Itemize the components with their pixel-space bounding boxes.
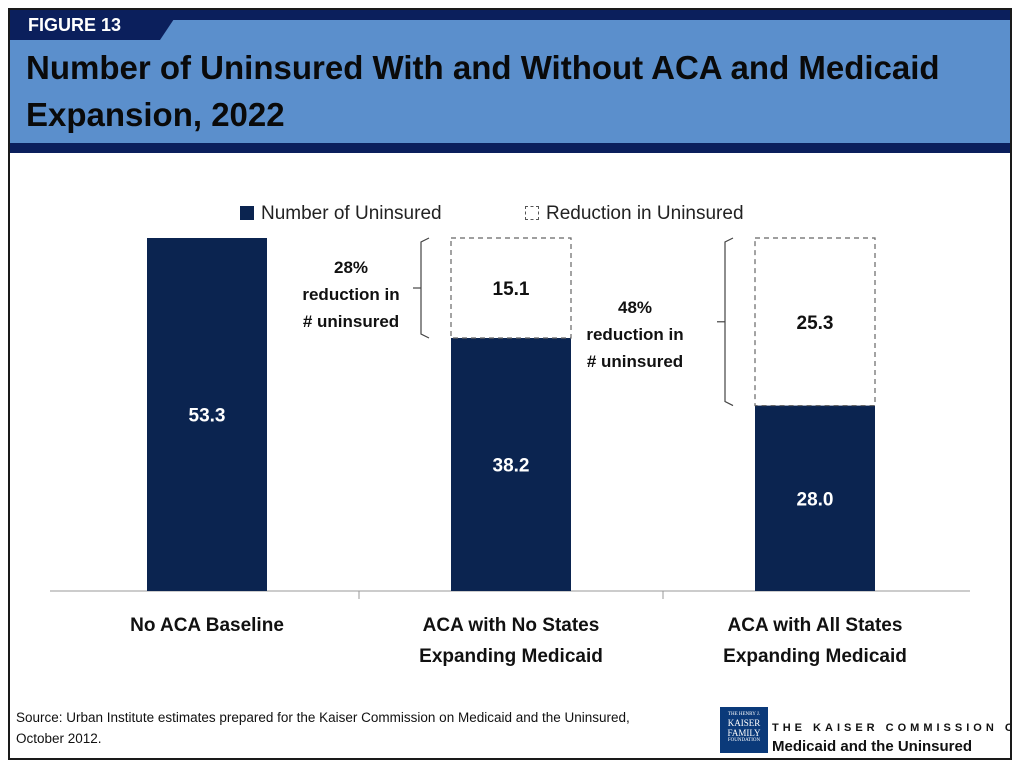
- source-line-2: October 2012.: [16, 731, 102, 746]
- annotation-line: # uninsured: [302, 312, 400, 331]
- legend-label-uninsured: Number of Uninsured: [261, 203, 442, 224]
- chart-plot-area: 53.3 38.2 15.1 28.0 25.3: [50, 237, 970, 599]
- data-label-uninsured: 38.2: [493, 456, 530, 477]
- bar-uninsured: [755, 405, 875, 591]
- kff-logo-line1: KAISER: [727, 718, 761, 728]
- annotation-line: reduction in: [586, 325, 684, 344]
- commission-name-bottom: Medicaid and the Uninsured: [772, 738, 973, 755]
- header-stripe-bottom: [10, 143, 1010, 153]
- x-tick-label-line: ACA with All States: [727, 615, 903, 636]
- annotation-line: # uninsured: [586, 352, 684, 371]
- annotation-line: 48%: [617, 298, 653, 317]
- x-tick-label-line: No ACA Baseline: [130, 615, 284, 636]
- kff-logo: THE HENRY J. KAISER FAMILY FOUNDATION: [720, 707, 768, 753]
- reduction-bracket: [420, 237, 430, 339]
- source-line-1: Source: Urban Institute estimates prepar…: [16, 710, 630, 725]
- annotation-line: reduction in: [302, 285, 400, 304]
- x-tick-label-line: Expanding Medicaid: [723, 646, 907, 667]
- reduction-bracket: [724, 237, 734, 407]
- bar-uninsured: [451, 338, 571, 591]
- x-tick-label: ACA with No States Expanding Medicaid: [381, 610, 641, 672]
- legend-swatch-reduction: [525, 206, 539, 220]
- header-stripe-top: [150, 10, 1010, 20]
- x-tick-label: ACA with All States Expanding Medicaid: [685, 610, 945, 672]
- bar-reduction: [754, 237, 876, 407]
- kff-logo-line2: FAMILY: [727, 728, 761, 738]
- legend-item-uninsured: Number of Uninsured: [240, 200, 442, 228]
- kff-logo-top: THE HENRY J.: [727, 712, 761, 717]
- x-tick-label-line: ACA with No States: [422, 615, 600, 636]
- data-label-uninsured: 53.3: [189, 406, 226, 427]
- reduction-annotation: 48% reduction in # uninsured: [570, 294, 700, 375]
- figure-frame: FIGURE 13 Number of Uninsured With and W…: [8, 8, 1012, 760]
- annotation-line: 28%: [333, 258, 369, 277]
- chart-title: Number of Uninsured With and Without ACA…: [26, 49, 940, 133]
- legend-label-reduction: Reduction in Uninsured: [546, 203, 744, 224]
- figure-label: FIGURE 13: [10, 10, 180, 40]
- legend-item-reduction: Reduction in Uninsured: [525, 200, 744, 228]
- data-label-reduction: 15.1: [493, 279, 530, 300]
- x-tick-label: No ACA Baseline: [77, 610, 337, 641]
- legend: Number of Uninsured Reduction in Uninsur…: [10, 200, 1010, 228]
- data-label-uninsured: 28.0: [797, 489, 834, 510]
- data-label-reduction: 25.3: [797, 313, 834, 334]
- legend-swatch-uninsured: [240, 206, 254, 220]
- commission-name-top: THE KAISER COMMISSION ON: [772, 722, 1012, 734]
- source-note: Source: Urban Institute estimates prepar…: [16, 707, 716, 749]
- kff-logo-line3: FOUNDATION: [727, 738, 761, 743]
- bar-reduction: [450, 237, 572, 339]
- bar-uninsured: [147, 238, 267, 591]
- reduction-annotation: 28% reduction in # uninsured: [286, 254, 416, 335]
- x-tick-label-line: Expanding Medicaid: [419, 646, 603, 667]
